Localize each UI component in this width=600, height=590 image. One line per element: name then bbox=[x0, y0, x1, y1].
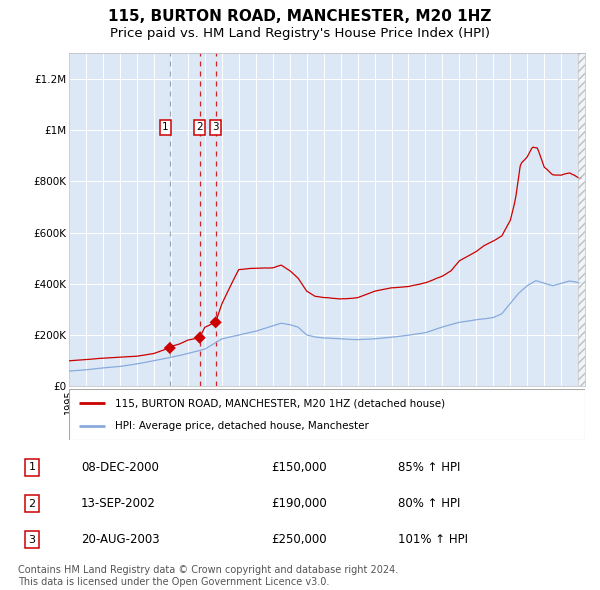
Text: 2: 2 bbox=[196, 123, 203, 133]
Text: 2: 2 bbox=[29, 499, 36, 509]
Point bbox=[165, 343, 175, 353]
Point bbox=[195, 333, 205, 342]
Text: 80% ↑ HPI: 80% ↑ HPI bbox=[398, 497, 460, 510]
Text: HPI: Average price, detached house, Manchester: HPI: Average price, detached house, Manc… bbox=[115, 421, 370, 431]
FancyBboxPatch shape bbox=[69, 389, 585, 440]
Text: 115, BURTON ROAD, MANCHESTER, M20 1HZ: 115, BURTON ROAD, MANCHESTER, M20 1HZ bbox=[109, 9, 491, 24]
Text: £150,000: £150,000 bbox=[271, 461, 327, 474]
Text: 115, BURTON ROAD, MANCHESTER, M20 1HZ (detached house): 115, BURTON ROAD, MANCHESTER, M20 1HZ (d… bbox=[115, 398, 446, 408]
Text: 3: 3 bbox=[212, 123, 219, 133]
Bar bbox=[578, 53, 585, 386]
Text: 1: 1 bbox=[162, 123, 169, 133]
Text: Contains HM Land Registry data © Crown copyright and database right 2024.
This d: Contains HM Land Registry data © Crown c… bbox=[18, 565, 398, 587]
Text: £250,000: £250,000 bbox=[271, 533, 327, 546]
Text: £190,000: £190,000 bbox=[271, 497, 327, 510]
Text: 3: 3 bbox=[29, 535, 35, 545]
Point bbox=[211, 317, 220, 327]
Text: 20-AUG-2003: 20-AUG-2003 bbox=[81, 533, 160, 546]
Text: 08-DEC-2000: 08-DEC-2000 bbox=[81, 461, 159, 474]
Text: 1: 1 bbox=[29, 462, 35, 472]
Text: 13-SEP-2002: 13-SEP-2002 bbox=[81, 497, 156, 510]
Text: 85% ↑ HPI: 85% ↑ HPI bbox=[398, 461, 460, 474]
Text: Price paid vs. HM Land Registry's House Price Index (HPI): Price paid vs. HM Land Registry's House … bbox=[110, 27, 490, 40]
Text: 101% ↑ HPI: 101% ↑ HPI bbox=[398, 533, 468, 546]
